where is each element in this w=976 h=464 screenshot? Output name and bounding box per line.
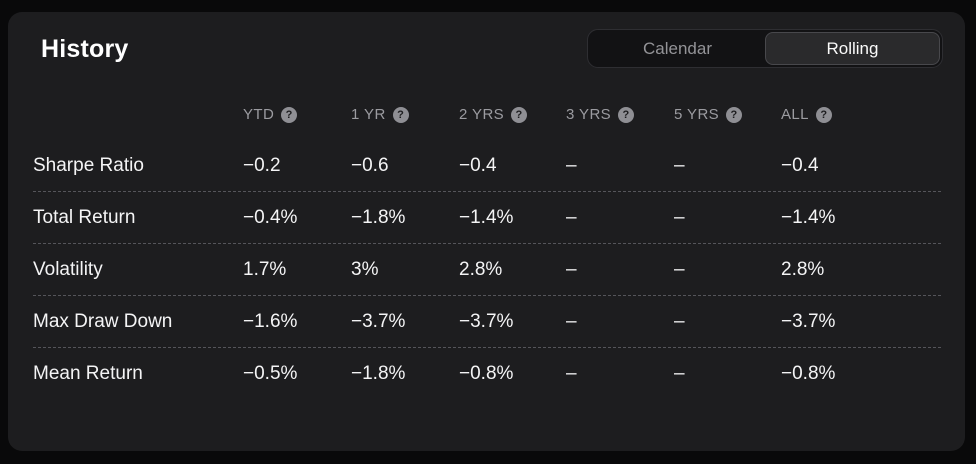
cell-value: – <box>674 206 685 228</box>
column-header-row: YTD ? 1 YR ? 2 YRS ? 3 YRS ? 5 YRS ? ALL… <box>33 89 941 140</box>
cell-value: 3% <box>351 258 379 280</box>
cell-value: −0.8% <box>459 363 514 384</box>
row-label: Sharpe Ratio <box>33 154 144 176</box>
cell-value: – <box>674 258 685 280</box>
cell-value: – <box>674 310 685 332</box>
column-header-label: 5 YRS <box>674 106 720 123</box>
page-title: History <box>41 35 129 63</box>
cell-value: −0.4 <box>459 154 497 176</box>
cell-value: 1.7% <box>243 258 287 280</box>
toggle-option-rolling[interactable]: Rolling <box>765 32 940 65</box>
help-icon[interactable]: ? <box>618 106 635 123</box>
help-icon[interactable]: ? <box>281 106 298 123</box>
cell-value: −1.8% <box>351 363 406 384</box>
cell-value: – <box>674 363 685 384</box>
column-header-label: 3 YRS <box>566 106 612 123</box>
cell-value: −1.6% <box>243 310 298 332</box>
toggle-option-label: Rolling <box>826 38 879 58</box>
cell-value: −3.7% <box>459 310 514 332</box>
table-row-max-draw-down: Max Draw Down −1.6% −3.7% −3.7% – – −3.7… <box>33 296 941 348</box>
table-row-mean-return: Mean Return −0.5% −1.8% −0.8% – – −0.8% <box>33 348 941 400</box>
cell-value: −0.6 <box>351 154 389 176</box>
column-header-2yrs: 2 YRS ? <box>459 106 566 123</box>
cell-value: −1.8% <box>351 206 406 228</box>
help-icon[interactable]: ? <box>815 106 832 123</box>
column-header-label: YTD <box>243 106 275 123</box>
panel-header: History Calendar Rolling <box>8 12 965 69</box>
table-row-sharpe-ratio: Sharpe Ratio −0.2 −0.6 −0.4 – – −0.4 <box>33 140 941 192</box>
column-header-all: ALL ? <box>781 106 941 123</box>
cell-value: −0.8% <box>781 363 836 384</box>
row-label: Volatility <box>33 258 103 280</box>
cell-value: −3.7% <box>351 310 406 332</box>
cell-value: −1.4% <box>781 206 836 228</box>
column-header-5yrs: 5 YRS ? <box>674 106 781 123</box>
cell-value: −0.5% <box>243 363 298 384</box>
toggle-option-label: Calendar <box>643 38 712 58</box>
column-header-3yrs: 3 YRS ? <box>566 106 674 123</box>
cell-value: – <box>566 310 577 332</box>
column-header-ytd: YTD ? <box>243 106 351 123</box>
cell-value: −0.4% <box>243 206 298 228</box>
cell-value: – <box>566 154 577 176</box>
help-icon[interactable]: ? <box>392 106 409 123</box>
table-row-total-return: Total Return −0.4% −1.8% −1.4% – – −1.4% <box>33 192 941 244</box>
table-row-volatility: Volatility 1.7% 3% 2.8% – – 2.8% <box>33 244 941 296</box>
cell-value: – <box>674 154 685 176</box>
cell-value: −3.7% <box>781 310 836 332</box>
row-label: Max Draw Down <box>33 310 173 332</box>
history-table: YTD ? 1 YR ? 2 YRS ? 3 YRS ? 5 YRS ? ALL… <box>33 89 941 400</box>
cell-value: – <box>566 258 577 280</box>
cell-value: −0.4 <box>781 154 819 176</box>
toggle-option-calendar[interactable]: Calendar <box>590 32 765 65</box>
cell-value: – <box>566 363 577 384</box>
cell-value: 2.8% <box>781 258 825 280</box>
column-header-label: 1 YR <box>351 106 386 123</box>
row-label: Total Return <box>33 206 136 228</box>
cell-value: −1.4% <box>459 206 514 228</box>
cell-value: 2.8% <box>459 258 503 280</box>
cell-value: −0.2 <box>243 154 281 176</box>
help-icon[interactable]: ? <box>726 106 743 123</box>
column-header-label: ALL <box>781 106 809 123</box>
column-header-label: 2 YRS <box>459 106 505 123</box>
column-header-1yr: 1 YR ? <box>351 106 459 123</box>
help-icon[interactable]: ? <box>511 106 528 123</box>
cell-value: – <box>566 206 577 228</box>
calendar-rolling-toggle: Calendar Rolling <box>587 29 943 68</box>
row-label: Mean Return <box>33 363 143 384</box>
history-panel: History Calendar Rolling YTD ? 1 YR ? 2 … <box>8 12 965 451</box>
